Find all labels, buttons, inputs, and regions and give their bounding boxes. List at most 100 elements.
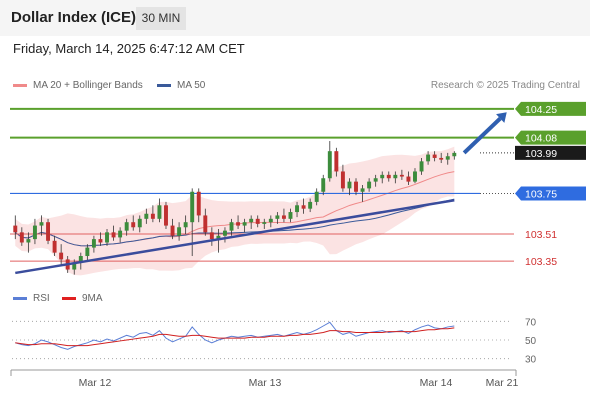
candle-body [46, 222, 51, 241]
level-box [515, 101, 586, 116]
candle-body [19, 232, 24, 243]
x-axis: Mar 12 Mar 13 Mar 14 Mar 21 [10, 369, 518, 389]
legend-swatch [62, 297, 76, 300]
candle-body [275, 215, 280, 219]
candle [196, 188, 201, 223]
candle [203, 208, 208, 236]
candle-body [157, 205, 162, 219]
candle [386, 171, 391, 182]
candle [426, 151, 431, 165]
candle [262, 218, 267, 229]
candle-body [386, 174, 391, 179]
candle-body [183, 222, 188, 228]
candle [255, 215, 260, 228]
candle [393, 171, 398, 184]
candle [105, 228, 109, 246]
candle [301, 198, 306, 214]
candle-body [426, 154, 431, 162]
candle [118, 227, 123, 243]
candle [347, 178, 352, 196]
x-tick-label: Mar 14 [420, 377, 453, 389]
candle [295, 201, 300, 218]
ma50-line [14, 198, 455, 247]
header-bar: Dollar Index (ICE) 30 MIN [0, 0, 590, 36]
candle [354, 178, 358, 196]
candle [340, 164, 345, 192]
candle [268, 215, 273, 228]
legend-rsi: RSI [13, 293, 50, 304]
timeframe-selector[interactable]: 30 MIN [136, 7, 186, 30]
legend-9ma: 9MA [62, 293, 103, 304]
candle-body [406, 176, 411, 182]
candle [157, 198, 162, 223]
candle-body [295, 205, 300, 213]
trendline [15, 198, 455, 275]
candle-body [98, 239, 103, 243]
candle [39, 215, 44, 236]
candle-body [340, 171, 345, 189]
level-label: 104.25 [525, 104, 557, 116]
candle-body [39, 222, 44, 226]
level-label: 103.51 [525, 229, 557, 241]
candle-body [150, 213, 155, 219]
legend-ma50: MA 50 [157, 80, 205, 91]
candle [281, 208, 286, 223]
candle-body [452, 152, 457, 157]
candle-body [190, 191, 195, 223]
candle-body [111, 232, 116, 238]
candle-body [262, 222, 267, 224]
candle [452, 151, 457, 160]
candle [19, 227, 24, 246]
level-label: 103.35 [525, 256, 557, 268]
candle [367, 178, 372, 192]
candle-body [203, 215, 208, 233]
candle [13, 215, 18, 240]
candle-body [321, 178, 326, 192]
level-label: 104.08 [525, 133, 557, 145]
candle [216, 228, 221, 253]
rsi-panel: 30 50 70 [12, 317, 537, 366]
candle-body [72, 262, 77, 270]
candle-body [432, 154, 437, 158]
candle-body [334, 151, 339, 172]
datetime-label: Friday, March 14, 2025 6:47:12 AM CET [13, 41, 245, 56]
candle [242, 218, 247, 233]
candle [314, 188, 319, 206]
candle-body [360, 188, 365, 192]
candle [413, 168, 417, 184]
candle [406, 171, 411, 185]
candle-body [85, 247, 90, 257]
candle-body [242, 222, 247, 226]
candle [432, 151, 437, 162]
candle [98, 232, 103, 246]
candle [85, 244, 90, 262]
candle [26, 232, 31, 253]
candle-body [209, 232, 214, 240]
level-label: 103.99 [525, 148, 557, 160]
candle-body [164, 205, 168, 226]
candle [150, 205, 155, 223]
candle [288, 208, 293, 223]
legend-ma20: MA 20 + Bollinger Bands [13, 80, 143, 91]
candle-body [26, 239, 31, 243]
level-lines: 104.25 104.08 103.99 103.75 103.51 103.35 [10, 101, 586, 268]
candle-body [439, 157, 444, 160]
candle [177, 222, 182, 241]
candle-body [399, 174, 404, 177]
candle [334, 147, 339, 177]
candle-body [249, 218, 254, 223]
overlay-layer [15, 112, 507, 275]
candle [124, 218, 129, 236]
candle [137, 215, 142, 233]
candle-body [308, 201, 313, 209]
candle-body [268, 218, 273, 223]
candle [399, 169, 404, 180]
candle-body [288, 212, 293, 219]
candle [229, 218, 234, 236]
candle [439, 152, 444, 164]
candle [91, 235, 96, 253]
rsi-tick-label: 30 [525, 355, 537, 366]
target-arrow-shaft [462, 117, 502, 155]
candle [111, 225, 116, 241]
